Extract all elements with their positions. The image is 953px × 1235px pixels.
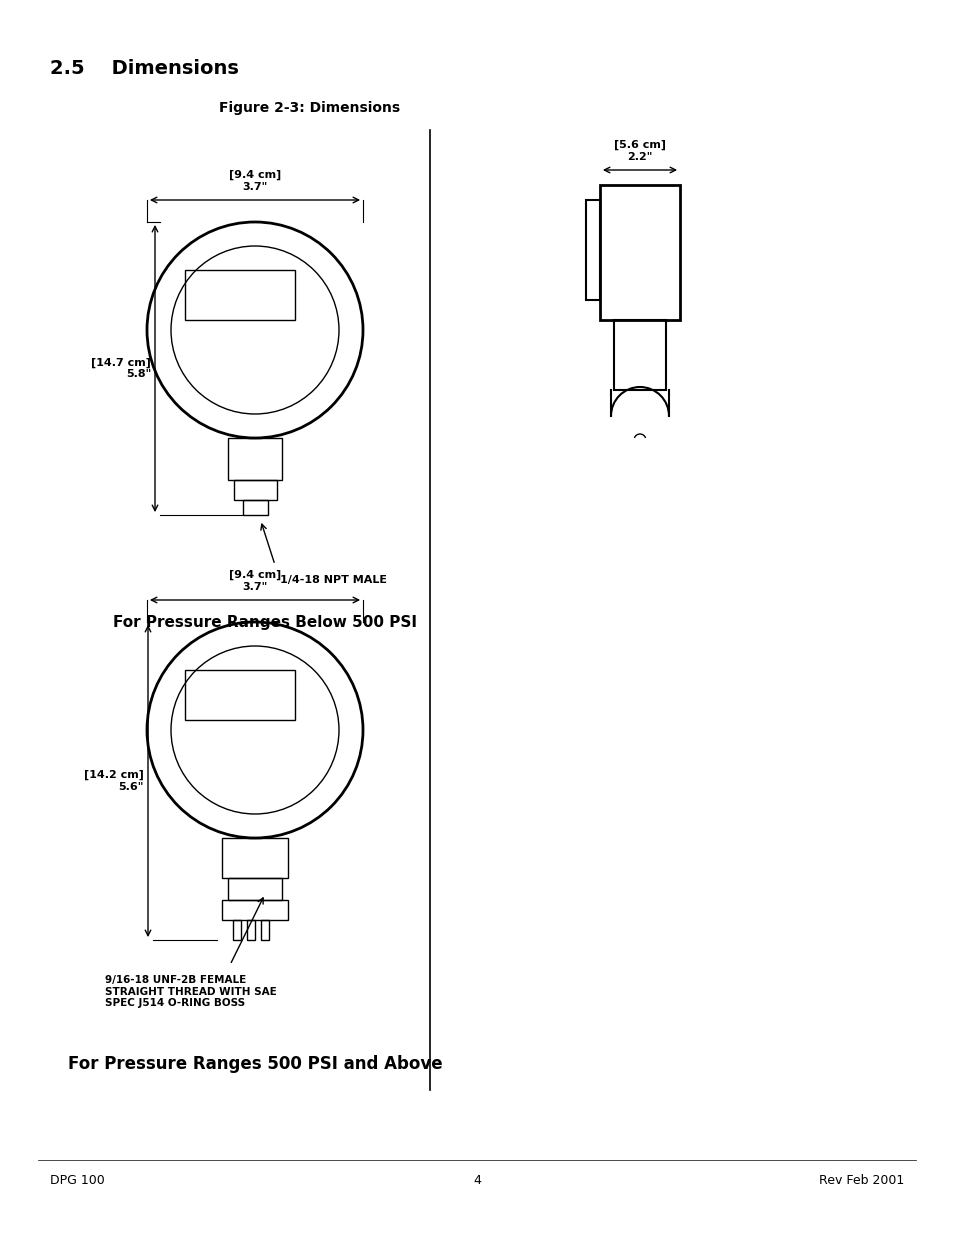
Bar — [222, 839, 288, 878]
Bar — [228, 438, 282, 480]
Bar — [228, 878, 282, 900]
Text: For Pressure Ranges Below 500 PSI: For Pressure Ranges Below 500 PSI — [112, 615, 416, 630]
Bar — [585, 200, 599, 300]
Text: Figure 2-3: Dimensions: Figure 2-3: Dimensions — [219, 101, 400, 115]
Bar — [614, 320, 665, 390]
Text: [14.2 cm]
5.6": [14.2 cm] 5.6" — [84, 771, 144, 792]
Bar — [185, 671, 294, 720]
Text: [9.4 cm]
3.7": [9.4 cm] 3.7" — [229, 170, 281, 191]
Bar — [243, 500, 268, 515]
Bar — [222, 900, 288, 920]
Text: 9/16-18 UNF-2B FEMALE
STRAIGHT THREAD WITH SAE
SPEC J514 O-RING BOSS: 9/16-18 UNF-2B FEMALE STRAIGHT THREAD WI… — [105, 974, 276, 1008]
Text: 4: 4 — [473, 1173, 480, 1187]
Text: Rev Feb 2001: Rev Feb 2001 — [818, 1173, 903, 1187]
Text: 1/4-18 NPT MALE: 1/4-18 NPT MALE — [280, 576, 387, 585]
Text: [14.7 cm]
5.8": [14.7 cm] 5.8" — [91, 358, 151, 379]
Bar — [185, 270, 294, 320]
Text: For Pressure Ranges 500 PSI and Above: For Pressure Ranges 500 PSI and Above — [68, 1055, 442, 1073]
Text: [9.4 cm]
3.7": [9.4 cm] 3.7" — [229, 571, 281, 592]
Bar — [247, 920, 254, 940]
Bar — [261, 920, 269, 940]
Text: DPG 100: DPG 100 — [50, 1173, 105, 1187]
Text: 2.5    Dimensions: 2.5 Dimensions — [50, 58, 238, 78]
Bar — [233, 920, 241, 940]
Bar — [233, 480, 276, 500]
Text: [5.6 cm]
2.2": [5.6 cm] 2.2" — [614, 140, 665, 162]
Bar — [599, 185, 679, 320]
